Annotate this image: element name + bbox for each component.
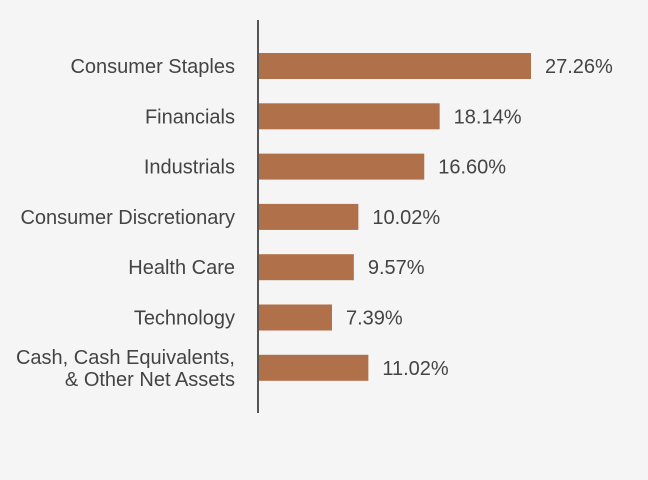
category-label-0: Consumer Staples <box>70 56 235 78</box>
category-label-line: Cash, Cash Equivalents, <box>16 347 235 369</box>
value-label-3: 10.02% <box>372 207 440 229</box>
bars-layer <box>258 53 531 381</box>
value-label-2: 16.60% <box>438 157 506 179</box>
category-label-3: Consumer Discretionary <box>20 207 235 229</box>
value-label-0: 27.26% <box>545 56 613 78</box>
bar-0 <box>258 53 531 79</box>
category-label-line: Financials <box>145 106 235 128</box>
category-label-5: Technology <box>134 308 235 330</box>
category-label-1: Financials <box>145 106 235 128</box>
category-label-line: Consumer Staples <box>70 56 235 78</box>
bar-4 <box>258 254 354 281</box>
category-label-6: Cash, Cash Equivalents, & Other Net Asset… <box>16 347 235 391</box>
bar-5 <box>258 304 333 331</box>
value-labels: 27.26% 18.14% 16.60% 10.02% 9.57% 7.39% 11.02% <box>346 56 613 380</box>
bar-1 <box>258 103 440 130</box>
category-label-line: Consumer Discretionary <box>20 207 235 229</box>
value-label-4: 9.57% <box>368 257 425 279</box>
category-label-line: Technology <box>134 308 235 330</box>
category-label-line: & Other Net Assets <box>65 369 235 391</box>
category-label-line: Health Care <box>128 257 235 279</box>
value-label-5: 7.39% <box>346 308 403 330</box>
bar-6 <box>258 354 369 381</box>
bar-3 <box>258 203 359 230</box>
category-label-line: Industrials <box>144 157 235 179</box>
value-label-6: 11.02% <box>382 358 449 380</box>
bar-2 <box>258 153 425 180</box>
category-label-4: Health Care <box>128 257 235 279</box>
category-label-2: Industrials <box>144 157 235 179</box>
value-label-1: 18.14% <box>454 106 522 128</box>
category-labels: Consumer Staples Financials Industrials Con… <box>16 56 235 391</box>
